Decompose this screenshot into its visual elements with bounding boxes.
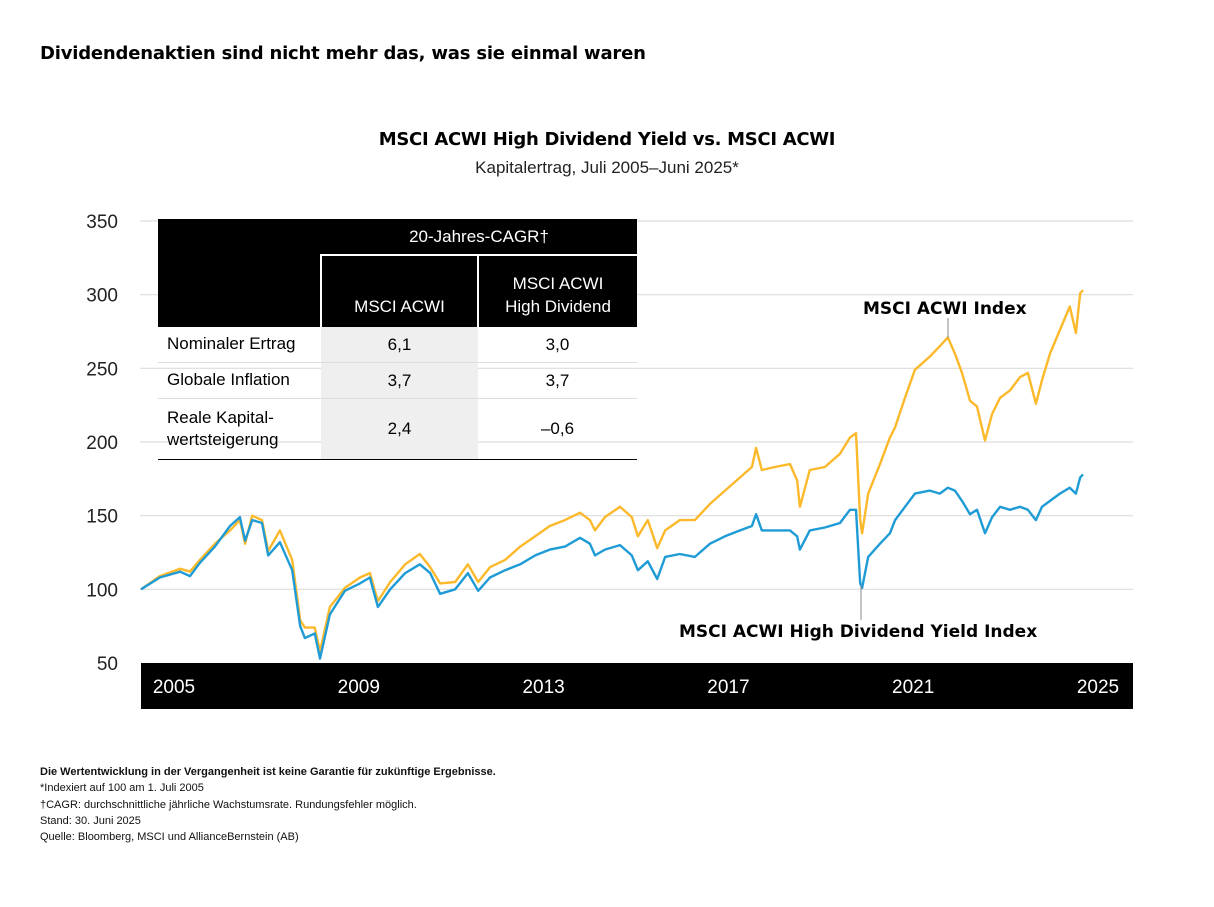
table-row: Reale Kapital-wertsteigerung 2,4 –0,6	[158, 398, 637, 460]
cell-acwi: 6,1	[321, 327, 478, 363]
row-label: Nominaler Ertrag	[158, 327, 321, 363]
series-line-hdy	[140, 473, 1084, 660]
table-group-header: 20-Jahres-CAGR†	[321, 219, 637, 255]
y-tick-label: 200	[86, 433, 118, 454]
x-tick-label: 2005	[153, 677, 195, 698]
table-header-blank	[158, 219, 321, 255]
annotation-hdy: MSCI ACWI High Dividend Yield Index	[679, 622, 1037, 642]
cell-hdy: 3,7	[478, 362, 637, 399]
y-tick-label: 150	[86, 507, 118, 528]
row-label: Reale Kapital-wertsteigerung	[158, 398, 321, 460]
y-tick-label: 350	[86, 212, 118, 233]
cell-acwi: 2,4	[321, 398, 478, 460]
y-tick-label: 300	[86, 286, 118, 307]
x-tick-label: 2021	[892, 677, 934, 698]
disclaimer: Die Wertentwicklung in der Vergangenheit…	[40, 766, 496, 778]
y-tick-label: 100	[86, 580, 118, 601]
col-header-line: High Dividend	[505, 297, 611, 317]
footnote: Stand: 30. Juni 2025	[40, 814, 141, 827]
table-row: Nominaler Ertrag 6,1 3,0	[158, 327, 637, 363]
annotation-acwi: MSCI ACWI Index	[863, 299, 1027, 319]
footnote: †CAGR: durchschnittliche jährliche Wachs…	[40, 798, 417, 811]
table-col-header-hdy: MSCI ACWI High Dividend	[477, 254, 637, 327]
table-row: Globale Inflation 3,7 3,7	[158, 362, 637, 399]
cagr-table: 20-Jahres-CAGR† MSCI ACWI MSCI ACWI High …	[158, 219, 637, 460]
row-label: Globale Inflation	[158, 362, 321, 399]
x-tick-label: 2017	[707, 677, 749, 698]
y-tick-label: 50	[97, 654, 118, 675]
cell-hdy: 3,0	[478, 327, 637, 363]
row-label-line: wertsteigerung	[167, 430, 279, 449]
cell-hdy: –0,6	[478, 398, 637, 460]
chart-subtitle: Kapitalertrag, Juli 2005–Juni 2025*	[475, 158, 739, 177]
x-tick-label: 2013	[522, 677, 564, 698]
footnote: Quelle: Bloomberg, MSCI und AllianceBern…	[40, 831, 299, 844]
x-axis-bar	[141, 663, 1133, 709]
x-tick-label: 2009	[338, 677, 380, 698]
page-title: Dividendenaktien sind nicht mehr das, wa…	[40, 43, 646, 64]
series-line-acwi	[140, 289, 1084, 653]
footnote: *Indexiert auf 100 am 1. Juli 2005	[40, 782, 204, 795]
table-header-blank	[158, 255, 321, 327]
col-header-line: MSCI ACWI	[512, 274, 604, 294]
row-label-line: Reale Kapital-	[167, 407, 274, 427]
x-tick-label: 2025	[1077, 677, 1119, 698]
table-col-header-acwi: MSCI ACWI	[320, 254, 478, 327]
footnotes: Die Wertentwicklung in der Vergangenheit…	[40, 764, 496, 845]
y-tick-label: 250	[86, 359, 118, 380]
chart-title: MSCI ACWI High Dividend Yield vs. MSCI A…	[378, 129, 836, 150]
cell-acwi: 3,7	[321, 362, 478, 399]
